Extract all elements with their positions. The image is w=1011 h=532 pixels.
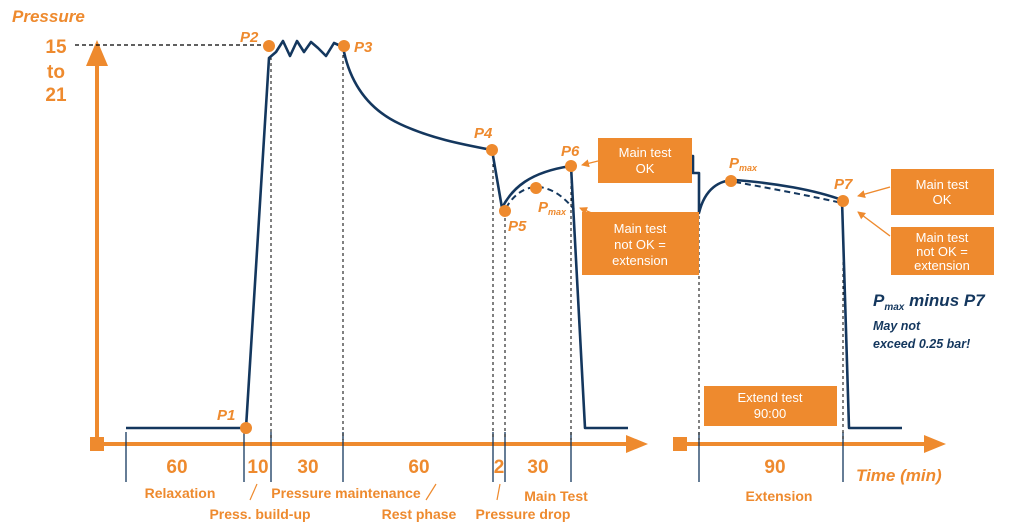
duration-rest: 60 [408,457,429,478]
pointer-line [249,483,258,501]
note-line1: May not [873,319,921,333]
box-extend-test-line1: Extend test [737,390,802,405]
point-p3-label: P3 [354,39,373,56]
point-p3-marker [338,40,350,52]
duration-build-up: 10 [247,457,268,478]
pmax1-main: P [538,199,549,216]
box-main-not-ok-2-line3: extension [914,258,970,273]
point-p6-label: P6 [561,143,580,160]
arrow-main-not-ok-2 [857,211,891,237]
duration-maintenance: 30 [297,457,318,478]
point-p6-marker [565,160,577,172]
box-main-not-ok-1-line1: Main test [614,221,667,236]
box-main-not-ok-1-line3: extension [612,253,668,268]
box-main-ok-2-line2: OK [933,192,952,207]
box-main-not-ok-1-bg [582,212,699,275]
box-extend-test-line2: 90:00 [754,406,787,421]
point-p1-marker [240,422,252,434]
box-extend-test-bg [704,386,837,426]
x-axis-arrowhead-left [626,435,648,453]
note-rest: minus P7 [904,291,986,310]
box-main-ok-2: Main test OK [891,169,994,215]
point-pmax2-marker [725,175,737,187]
phase-pointer-lines [249,483,501,501]
note-line2: exceed 0.25 bar! [873,337,970,351]
duration-extension: 90 [764,457,785,478]
point-pmax1-label: Pmax [538,199,567,217]
box-main-ok-2-line1: Main test [916,177,969,192]
point-p2-marker [263,40,275,52]
pmax2-sub: max [739,163,758,173]
box-main-not-ok-2-line2: not OK = [916,244,968,259]
phase-guide-lines [270,55,844,440]
x-axis-left [97,435,648,453]
y-axis-arrowhead [86,40,108,66]
pmax2-main: P [729,155,740,172]
arrow-main-ok-2 [857,186,891,198]
tolerance-note: Pmax minus P7 May not exceed 0.25 bar! [873,291,986,351]
x-axis-right [673,435,946,453]
x-axis-title: Time (min) [856,466,942,485]
box-main-ok-2-bg [891,169,994,215]
note-p: P [873,291,885,310]
box-main-ok-1-line1: Main test [619,145,672,160]
phase-rest: Rest phase [382,506,457,522]
phase-main-test: Main Test [524,488,588,504]
y-value-mid: to [47,62,65,83]
measurement-points [240,40,849,434]
duration-relaxation: 60 [166,457,187,478]
point-pmax1-marker [530,182,542,194]
note-p-sub: max [884,302,904,313]
box-main-ok-1-bg [598,138,692,183]
point-p7-marker [837,195,849,207]
phase-press-build-up: Press. build-up [209,506,310,522]
pointer-line [496,483,501,501]
arrow-main-ok-1 [581,159,599,168]
duration-labels: 60 10 30 60 2 30 90 [166,457,785,478]
point-p5-marker [499,205,511,217]
point-p5-label: P5 [508,218,527,235]
point-p7-label: P7 [834,176,853,193]
point-p1-label: P1 [217,407,235,424]
box-main-not-ok-1: Main test not OK = extension [582,212,699,275]
phase-extension: Extension [746,488,813,504]
box-main-ok-1: Main test OK [598,138,692,183]
box-extend-test: Extend test 90:00 [704,386,837,426]
duration-main-test: 30 [527,457,548,478]
box-main-not-ok-2: Main test not OK = extension [891,227,994,275]
point-p4-label: P4 [474,125,493,142]
phase-pressure-maintenance: Pressure maintenance [271,485,421,501]
box-main-ok-1-line2: OK [636,161,655,176]
point-pmax2-label: Pmax [729,155,758,173]
y-axis-title: Pressure [12,7,85,26]
box-main-not-ok-2-line1: Main test [916,230,969,245]
main-test-curve [126,39,628,430]
y-axis [86,40,108,451]
point-p4-marker [486,144,498,156]
y-value-bottom: 21 [45,85,67,106]
box-main-not-ok-1-line2: not OK = [614,237,666,252]
phase-relaxation: Relaxation [145,485,216,501]
box-main-not-ok-2-bg [891,227,994,275]
y-value-top: 15 [45,37,67,58]
x-axis-arrowhead-right [924,435,946,453]
point-p2-label: P2 [240,29,259,46]
time-ticks [125,432,844,482]
pmax1-sub: max [548,207,567,217]
duration-drop: 2 [494,457,505,478]
note-heading: Pmax minus P7 [873,291,986,313]
extension-not-ok-curve [734,181,843,204]
point-labels: P1 P2 P3 P4 P5 P6 P7 Pmax Pmax [217,29,853,424]
phase-labels: Relaxation Press. build-up Pressure main… [145,485,813,522]
pointer-line [425,483,437,501]
phase-pressure-drop: Pressure drop [476,506,571,522]
